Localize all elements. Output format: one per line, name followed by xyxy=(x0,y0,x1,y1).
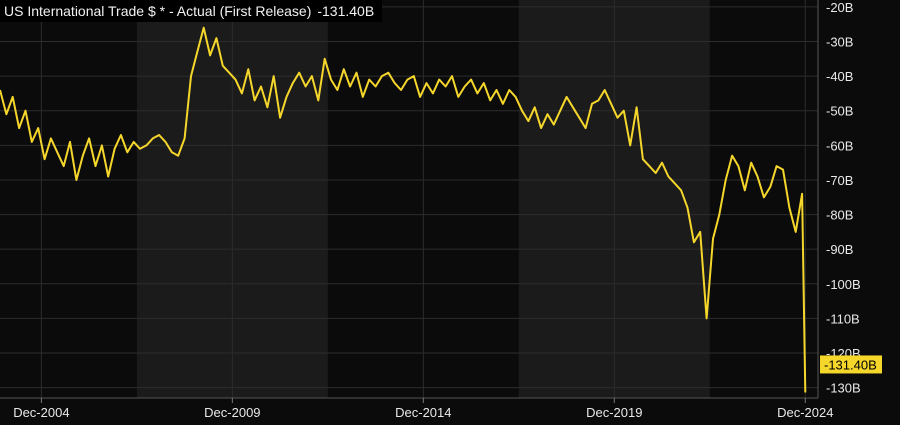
current-value: -131.40B xyxy=(317,3,375,19)
y-tick-label: -20B xyxy=(826,0,853,15)
y-tick-label: -80B xyxy=(826,208,853,223)
y-tick-label: -50B xyxy=(826,104,853,119)
x-tick-label: Dec-2019 xyxy=(586,405,642,420)
x-tick-label: Dec-2014 xyxy=(395,405,451,420)
x-tick-label: Dec-2024 xyxy=(777,405,833,420)
y-tick-label: -40B xyxy=(826,69,853,84)
y-tick-label: -60B xyxy=(826,138,853,153)
last-value-label: -131.40B xyxy=(824,357,877,372)
last-value-marker: -131.40B xyxy=(820,355,882,374)
y-tick-label: -90B xyxy=(826,242,853,257)
series-layer xyxy=(0,26,807,393)
y-tick-label: -130B xyxy=(826,381,861,396)
y-tick-label: -100B xyxy=(826,277,861,292)
x-tick-label: Dec-2009 xyxy=(204,405,260,420)
last-value-badge xyxy=(820,355,882,374)
y-tick-label: -70B xyxy=(826,173,853,188)
series-line xyxy=(0,26,807,393)
y-tick-label: -30B xyxy=(826,35,853,50)
x-axis: Dec-2004 Dec-2009 Dec-2014 Dec-2019 Dec-2024 xyxy=(0,0,833,420)
y-tick-label: -110B xyxy=(826,311,860,326)
chart-header: US International Trade $ * - Actual (Fir… xyxy=(0,0,383,22)
y-axis: -20B -30B -40B -50B -60B -70B -80B -90B -100B -11… xyxy=(826,0,861,396)
x-tick-label: Dec-2004 xyxy=(13,405,69,420)
chart-title: US International Trade $ * - Actual (Fir… xyxy=(4,3,312,19)
